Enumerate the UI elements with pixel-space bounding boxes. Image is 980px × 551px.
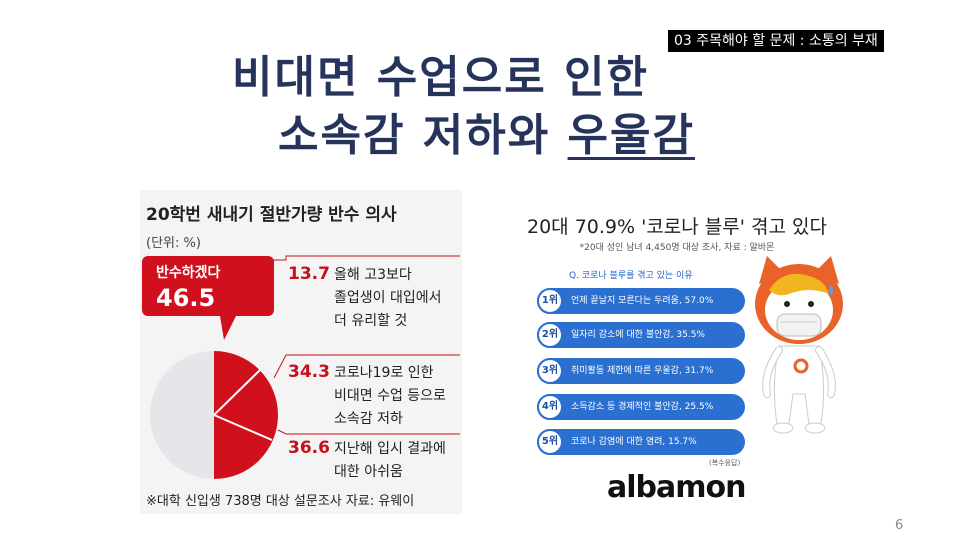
title-line2-text: 소속감 저하와	[278, 110, 568, 161]
item-value: 13.7	[288, 264, 330, 284]
slide-title-line2: 소속감 저하와 우울감	[278, 108, 695, 164]
mascot-body	[773, 345, 825, 425]
rank-text: 코로나 감염에 대한 염려, 15.7%	[571, 437, 697, 447]
mascot-arm-right-fill	[816, 347, 835, 397]
leader-line-2	[273, 354, 460, 379]
rank-badge: 4위	[537, 394, 563, 420]
pie-chart	[150, 255, 460, 479]
multiple-response-note: (복수응답)	[709, 459, 741, 467]
mascot-arm-left-fill	[763, 347, 782, 397]
item-line: 더 유리할 것	[334, 313, 408, 329]
mascot-foot-left	[772, 422, 794, 434]
rank-bar: 5위 코로나 감염에 대한 염려, 15.7%	[537, 429, 745, 455]
mascot-foot-right	[804, 422, 826, 434]
albamon-logo: albamon	[607, 470, 746, 505]
callout-value: 46.5	[156, 284, 216, 312]
rank-text: 취미활동 제한에 따른 우울감, 31.7%	[571, 366, 714, 376]
rank-text: 일자리 감소에 대한 불안감, 35.5%	[571, 330, 705, 340]
right-panel-subtitle: *20대 성인 남녀 4,450명 대상 조사, 자료 : 알바몬	[579, 243, 775, 253]
mascot-hair	[769, 273, 829, 296]
mascot-illustration	[755, 256, 843, 434]
item-line: 코로나19로 인한	[334, 365, 434, 381]
title-underlined-word: 우울감	[567, 110, 695, 161]
left-panel-unit: (단위: %)	[146, 236, 201, 251]
rank-bar: 3위 취미활동 제한에 따른 우울감, 31.7%	[537, 358, 745, 384]
item-line: 지난해 입시 결과에	[334, 441, 446, 457]
item-line: 소속감 저하	[334, 411, 403, 427]
pie-divider-2	[213, 414, 273, 441]
mascot-sweat-drop	[829, 284, 833, 296]
item-text: 올해 고3보다 졸업생이 대입에서 더 유리할 것	[334, 264, 442, 333]
rank-badge: 5위	[537, 429, 563, 455]
item-line: 올해 고3보다	[334, 267, 412, 283]
mascot-chest-logo	[793, 358, 809, 374]
pie-divider-1	[213, 369, 261, 416]
survey-item: 34.3 코로나19로 인한 비대면 수업 등으로 소속감 저하	[288, 362, 460, 434]
rank-badge: 2위	[537, 322, 563, 348]
callout-pointer	[220, 316, 236, 340]
right-panel-title: 20대 70.9% '코로나 블루' 겪고 있다	[527, 216, 827, 238]
leader-line-3	[277, 429, 460, 435]
rank-badge: 3위	[537, 358, 563, 384]
mascot-eye-right	[808, 301, 814, 307]
rank-badge: 1위	[537, 288, 563, 314]
right-panel-question: Q. 코로나 블루를 겪고 있는 이유	[569, 271, 693, 281]
leader-line-1	[272, 255, 460, 261]
item-text: 지난해 입시 결과에 대한 아쉬움	[334, 438, 446, 484]
page-number: 6	[895, 518, 904, 533]
callout-label: 반수하겠다	[156, 265, 221, 281]
item-line: 대한 아쉬움	[334, 464, 403, 480]
callout-box: 반수하겠다 46.5	[142, 256, 274, 316]
rank-bar: 1위 언제 끝날지 모른다는 두려움, 57.0%	[537, 288, 745, 314]
item-value: 34.3	[288, 362, 330, 382]
pie-slice-bottom	[214, 415, 278, 479]
item-line: 졸업생이 대입에서	[334, 290, 442, 306]
slide-title-line1: 비대면 수업으로 인한	[232, 52, 649, 103]
section-tag: 03 주목해야 할 문제 : 소통의 부재	[668, 30, 884, 52]
survey-infographic-left: 20학번 새내기 절반가량 반수 의사 (단위: %) 반수하겠다 46.5 1…	[140, 190, 462, 514]
item-line: 비대면 수업 등으로	[334, 388, 446, 404]
mascot-mask	[776, 313, 822, 337]
survey-item: 13.7 올해 고3보다 졸업생이 대입에서 더 유리할 것	[288, 264, 460, 336]
left-panel-title: 20학번 새내기 절반가량 반수 의사	[146, 205, 397, 225]
rank-bar: 4위 소득감소 등 경제적인 불안감, 25.5%	[537, 394, 745, 420]
survey-item: 36.6 지난해 입시 결과에 대한 아쉬움	[288, 438, 460, 488]
item-text: 코로나19로 인한 비대면 수업 등으로 소속감 저하	[334, 362, 446, 431]
survey-infographic-right: 20대 70.9% '코로나 블루' 겪고 있다 *20대 성인 남녀 4,45…	[499, 192, 855, 514]
left-panel-footer: ※대학 신입생 738명 대상 설문조사 자료: 유웨이	[146, 494, 415, 509]
item-value: 36.6	[288, 438, 330, 458]
rank-text: 언제 끝날지 모른다는 두려움, 57.0%	[571, 296, 714, 306]
rank-bar: 2위 일자리 감소에 대한 불안감, 35.5%	[537, 322, 745, 348]
rank-text: 소득감소 등 경제적인 불안감, 25.5%	[571, 402, 714, 412]
mascot-eye-left	[784, 301, 790, 307]
